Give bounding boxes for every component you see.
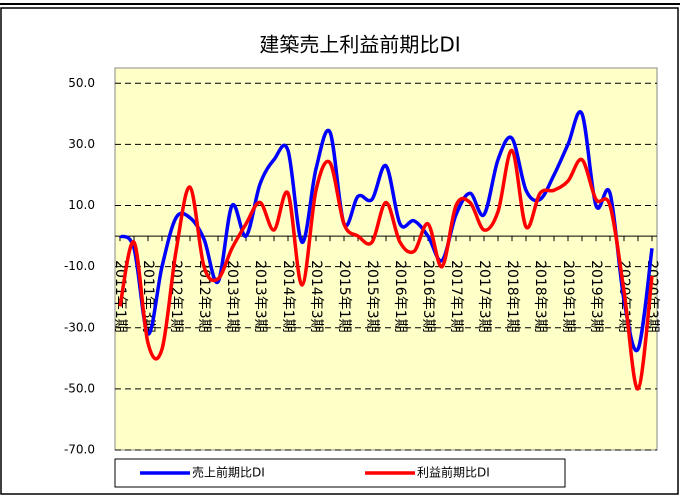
legend-label: 利益前期比DI xyxy=(417,465,490,480)
y-tick-label: -30.0 xyxy=(64,320,95,334)
x-tick-label: 2014年3期 xyxy=(308,260,324,333)
x-tick-label: 2017年3期 xyxy=(476,260,492,333)
x-tick-label: 2018年3期 xyxy=(532,260,548,333)
x-tick-label: 2018年1期 xyxy=(504,260,520,333)
legend-label: 売上前期比DI xyxy=(192,465,265,480)
x-tick-label: 2013年3期 xyxy=(252,260,268,333)
y-tick-label: -70.0 xyxy=(64,443,95,457)
x-tick-label: 2013年1期 xyxy=(224,260,240,333)
x-tick-label: 2019年1期 xyxy=(560,260,576,333)
series-line xyxy=(118,110,654,353)
x-tick-label: 2016年3期 xyxy=(420,260,436,333)
plot-area xyxy=(114,67,658,451)
y-tick-label: -50.0 xyxy=(64,381,95,395)
x-tick-label: 2017年1期 xyxy=(448,260,464,333)
x-tick-label: 2014年1期 xyxy=(280,260,296,333)
y-tick-label: 10.0 xyxy=(68,198,95,212)
x-tick-label: 2016年1期 xyxy=(392,260,408,333)
x-tick-label: 2019年3期 xyxy=(588,260,604,333)
series-line xyxy=(118,148,654,391)
x-tick-label: 2015年3期 xyxy=(364,260,380,333)
x-tick-label: 2015年1期 xyxy=(336,260,352,333)
y-tick-label: 30.0 xyxy=(68,137,95,151)
y-tick-label: 50.0 xyxy=(68,76,95,90)
chart-title: 建築売上利益前期比DI xyxy=(259,33,460,57)
y-tick-label: -10.0 xyxy=(64,259,95,273)
